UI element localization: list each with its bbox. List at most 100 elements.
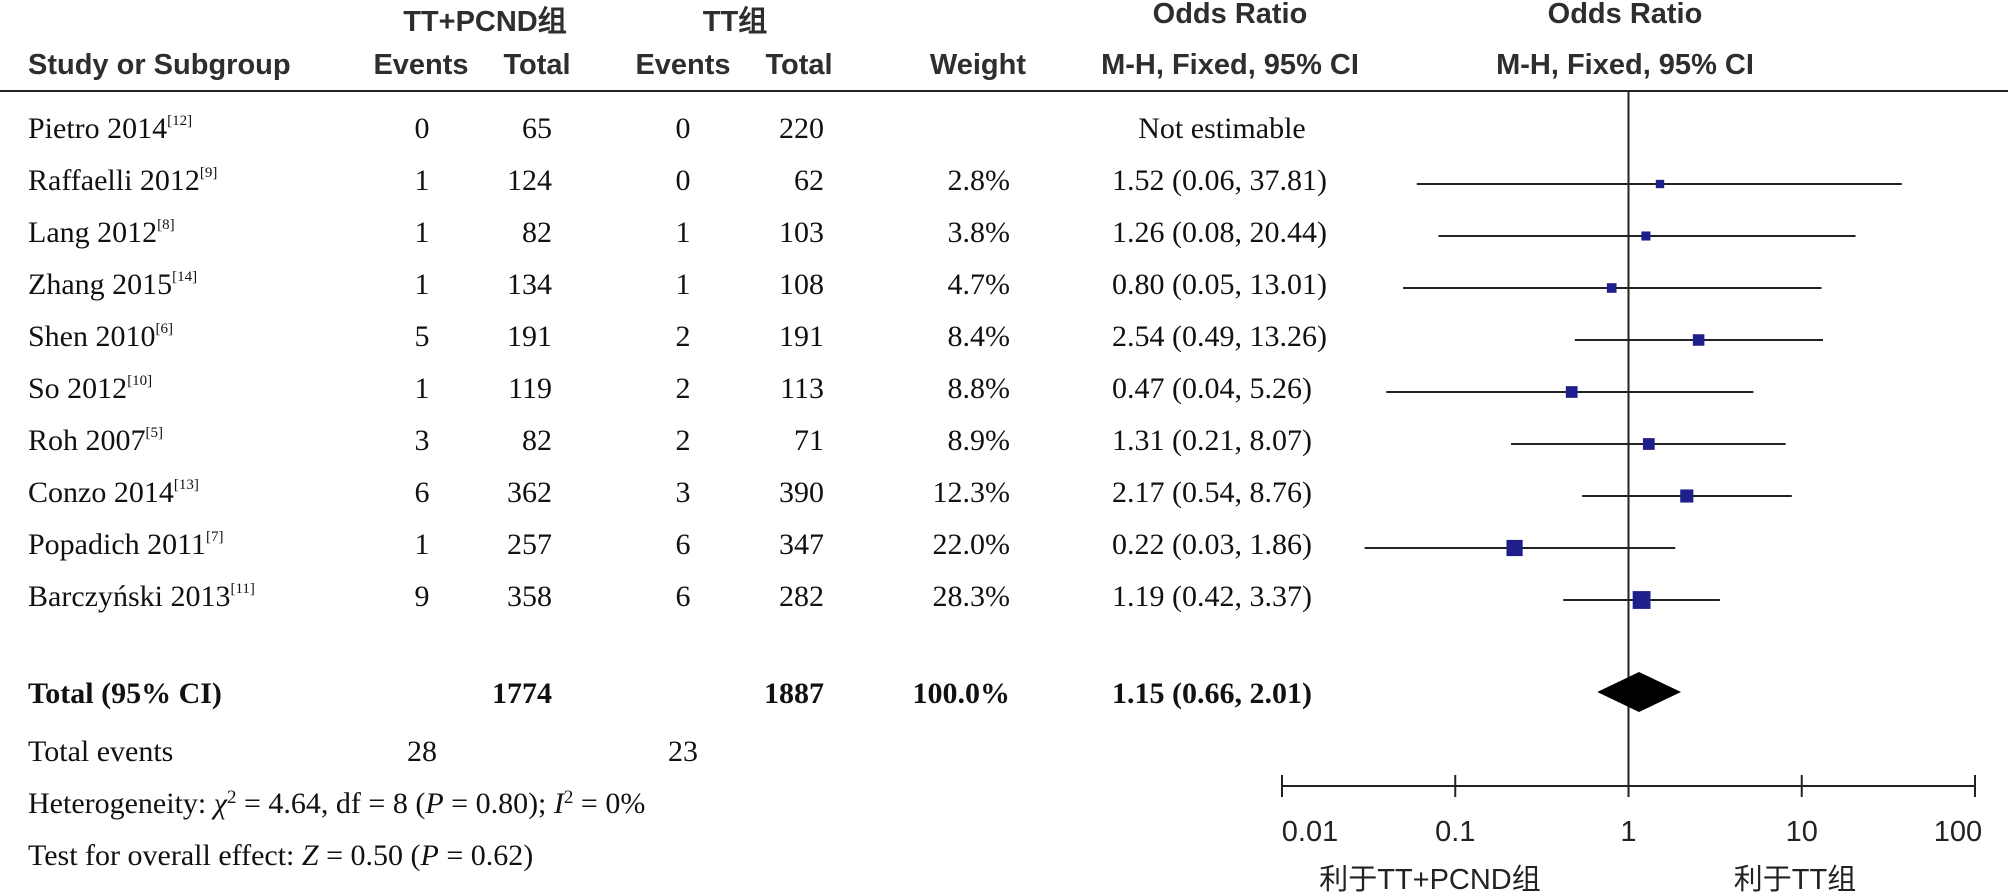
events-group1: 5 — [414, 320, 430, 353]
study-name: So 2012[10] — [28, 372, 152, 406]
events-group2: 0 — [675, 164, 691, 197]
chi2-value: 4.64 — [268, 787, 321, 820]
events-group1: 3 — [414, 424, 430, 457]
overall-p: 0.62 — [470, 839, 524, 872]
df-value: 8 — [392, 787, 408, 820]
total-events-group2: 23 — [668, 735, 698, 768]
total-group1: 82 — [522, 424, 552, 457]
study-reference: [9] — [199, 165, 218, 181]
total-group1: 65 — [522, 112, 552, 145]
total-group2: 62 — [794, 164, 824, 197]
study-label: Lang 2012 — [28, 216, 158, 249]
total-group1: 134 — [507, 268, 552, 301]
events-group1: 0 — [414, 112, 430, 145]
events-group2: 0 — [675, 112, 691, 145]
study-reference: [14] — [172, 269, 198, 285]
weight-value: 8.8% — [947, 372, 1011, 405]
total-group2: 113 — [780, 372, 824, 405]
study-reference: [5] — [145, 425, 164, 441]
study-label: Zhang 2015 — [28, 268, 173, 301]
study-name: Shen 2010[6] — [28, 320, 173, 354]
study-name: Conzo 2014[13] — [28, 476, 199, 510]
weight-value: 22.0% — [932, 528, 1011, 561]
study-label: So 2012 — [28, 372, 128, 405]
total-group2: 108 — [779, 268, 824, 301]
pooled-diamond — [1597, 672, 1682, 712]
ci-value: 1.19 (0.42, 3.37) — [1112, 580, 1312, 613]
weight-value: 28.3% — [932, 580, 1011, 613]
weight-value: 8.4% — [947, 320, 1011, 353]
total-group2: 1887 — [764, 677, 824, 710]
total-group2: 282 — [779, 580, 824, 613]
study-label: Barczyński 2013 — [28, 580, 231, 613]
events1-header: Events — [373, 49, 469, 81]
study-reference: [13] — [173, 477, 199, 493]
events-group2: 2 — [675, 320, 691, 353]
study-label: Roh 2007 — [28, 424, 146, 457]
study-label: Shen 2010 — [28, 320, 156, 353]
study-label: Popadich 2011 — [28, 528, 207, 561]
total2-header: Total — [765, 49, 833, 81]
point-estimate — [1565, 386, 1578, 398]
study-reference: [11] — [230, 581, 255, 597]
odds-ratio-title-table: Odds Ratio — [1152, 0, 1308, 30]
group2-header: TT组 — [702, 6, 768, 38]
odds-ratio-title-plot: Odds Ratio — [1547, 0, 1703, 30]
heterogeneity-label: Heterogeneity: — [28, 787, 207, 820]
events-group2: 1 — [675, 268, 691, 301]
overall-effect-label: Test for overall effect: — [28, 839, 295, 872]
total-group2: 71 — [794, 424, 824, 457]
total-group2: 103 — [779, 216, 824, 249]
method-header-plot: M-H, Fixed, 95% CI — [1496, 49, 1754, 81]
study-name: Zhang 2015[14] — [28, 268, 197, 302]
point-estimate — [1641, 231, 1651, 241]
events-group2: 6 — [675, 528, 691, 561]
point-estimate — [1506, 539, 1523, 557]
ci-value: 1.52 (0.06, 37.81) — [1112, 164, 1327, 197]
total-group2: 220 — [779, 112, 824, 145]
events-group1: 1 — [414, 268, 430, 301]
total-group1: 362 — [507, 476, 552, 509]
header-divider — [0, 90, 2008, 92]
study-name: Raffaelli 2012[9] — [28, 164, 217, 198]
study-label: Pietro 2014 — [28, 112, 168, 145]
weight-value: 2.8% — [947, 164, 1011, 197]
study-label: Raffaelli 2012 — [28, 164, 200, 197]
weight-value: 12.3% — [932, 476, 1011, 509]
total-ci: 1.15 (0.66, 2.01) — [1112, 677, 1312, 710]
weight-value: 8.9% — [947, 424, 1011, 457]
total-weight: 100.0% — [912, 677, 1011, 710]
total-label: Total (95% CI) — [28, 677, 222, 710]
group1-header: TT+PCND组 — [403, 6, 567, 38]
total-group2: 390 — [779, 476, 824, 509]
total-group1: 1774 — [492, 677, 552, 710]
events-group2: 2 — [675, 424, 691, 457]
study-reference: [8] — [157, 217, 175, 233]
point-estimate — [1680, 489, 1694, 503]
study-reference: [12] — [167, 113, 193, 129]
weight-value: 3.8% — [947, 216, 1011, 249]
study-label: Conzo 2014 — [28, 476, 174, 509]
study-column-header: Study or Subgroup — [28, 49, 291, 81]
total-group1: 82 — [522, 216, 552, 249]
total-group1: 119 — [508, 372, 552, 405]
events-group1: 1 — [414, 216, 430, 249]
study-name: Roh 2007[5] — [28, 424, 163, 458]
events-group1: 9 — [414, 580, 430, 613]
events-group1: 1 — [414, 372, 430, 405]
events-group2: 6 — [675, 580, 691, 613]
point-estimate — [1692, 334, 1705, 346]
study-reference: [10] — [127, 373, 153, 389]
x-tick-label: 0.01 — [1282, 816, 1338, 848]
favours-right-label: 利于TT组 — [1734, 863, 1856, 893]
x-tick-label: 100 — [1934, 816, 1982, 848]
ci-value: 1.31 (0.21, 8.07) — [1112, 424, 1312, 457]
point-estimate — [1642, 438, 1655, 450]
total-group2: 191 — [779, 320, 824, 353]
point-estimate — [1632, 591, 1651, 609]
events-group2: 3 — [675, 476, 691, 509]
ci-value: 1.26 (0.08, 20.44) — [1112, 216, 1327, 249]
study-reference: [7] — [206, 529, 224, 545]
total-group2: 347 — [779, 528, 824, 561]
